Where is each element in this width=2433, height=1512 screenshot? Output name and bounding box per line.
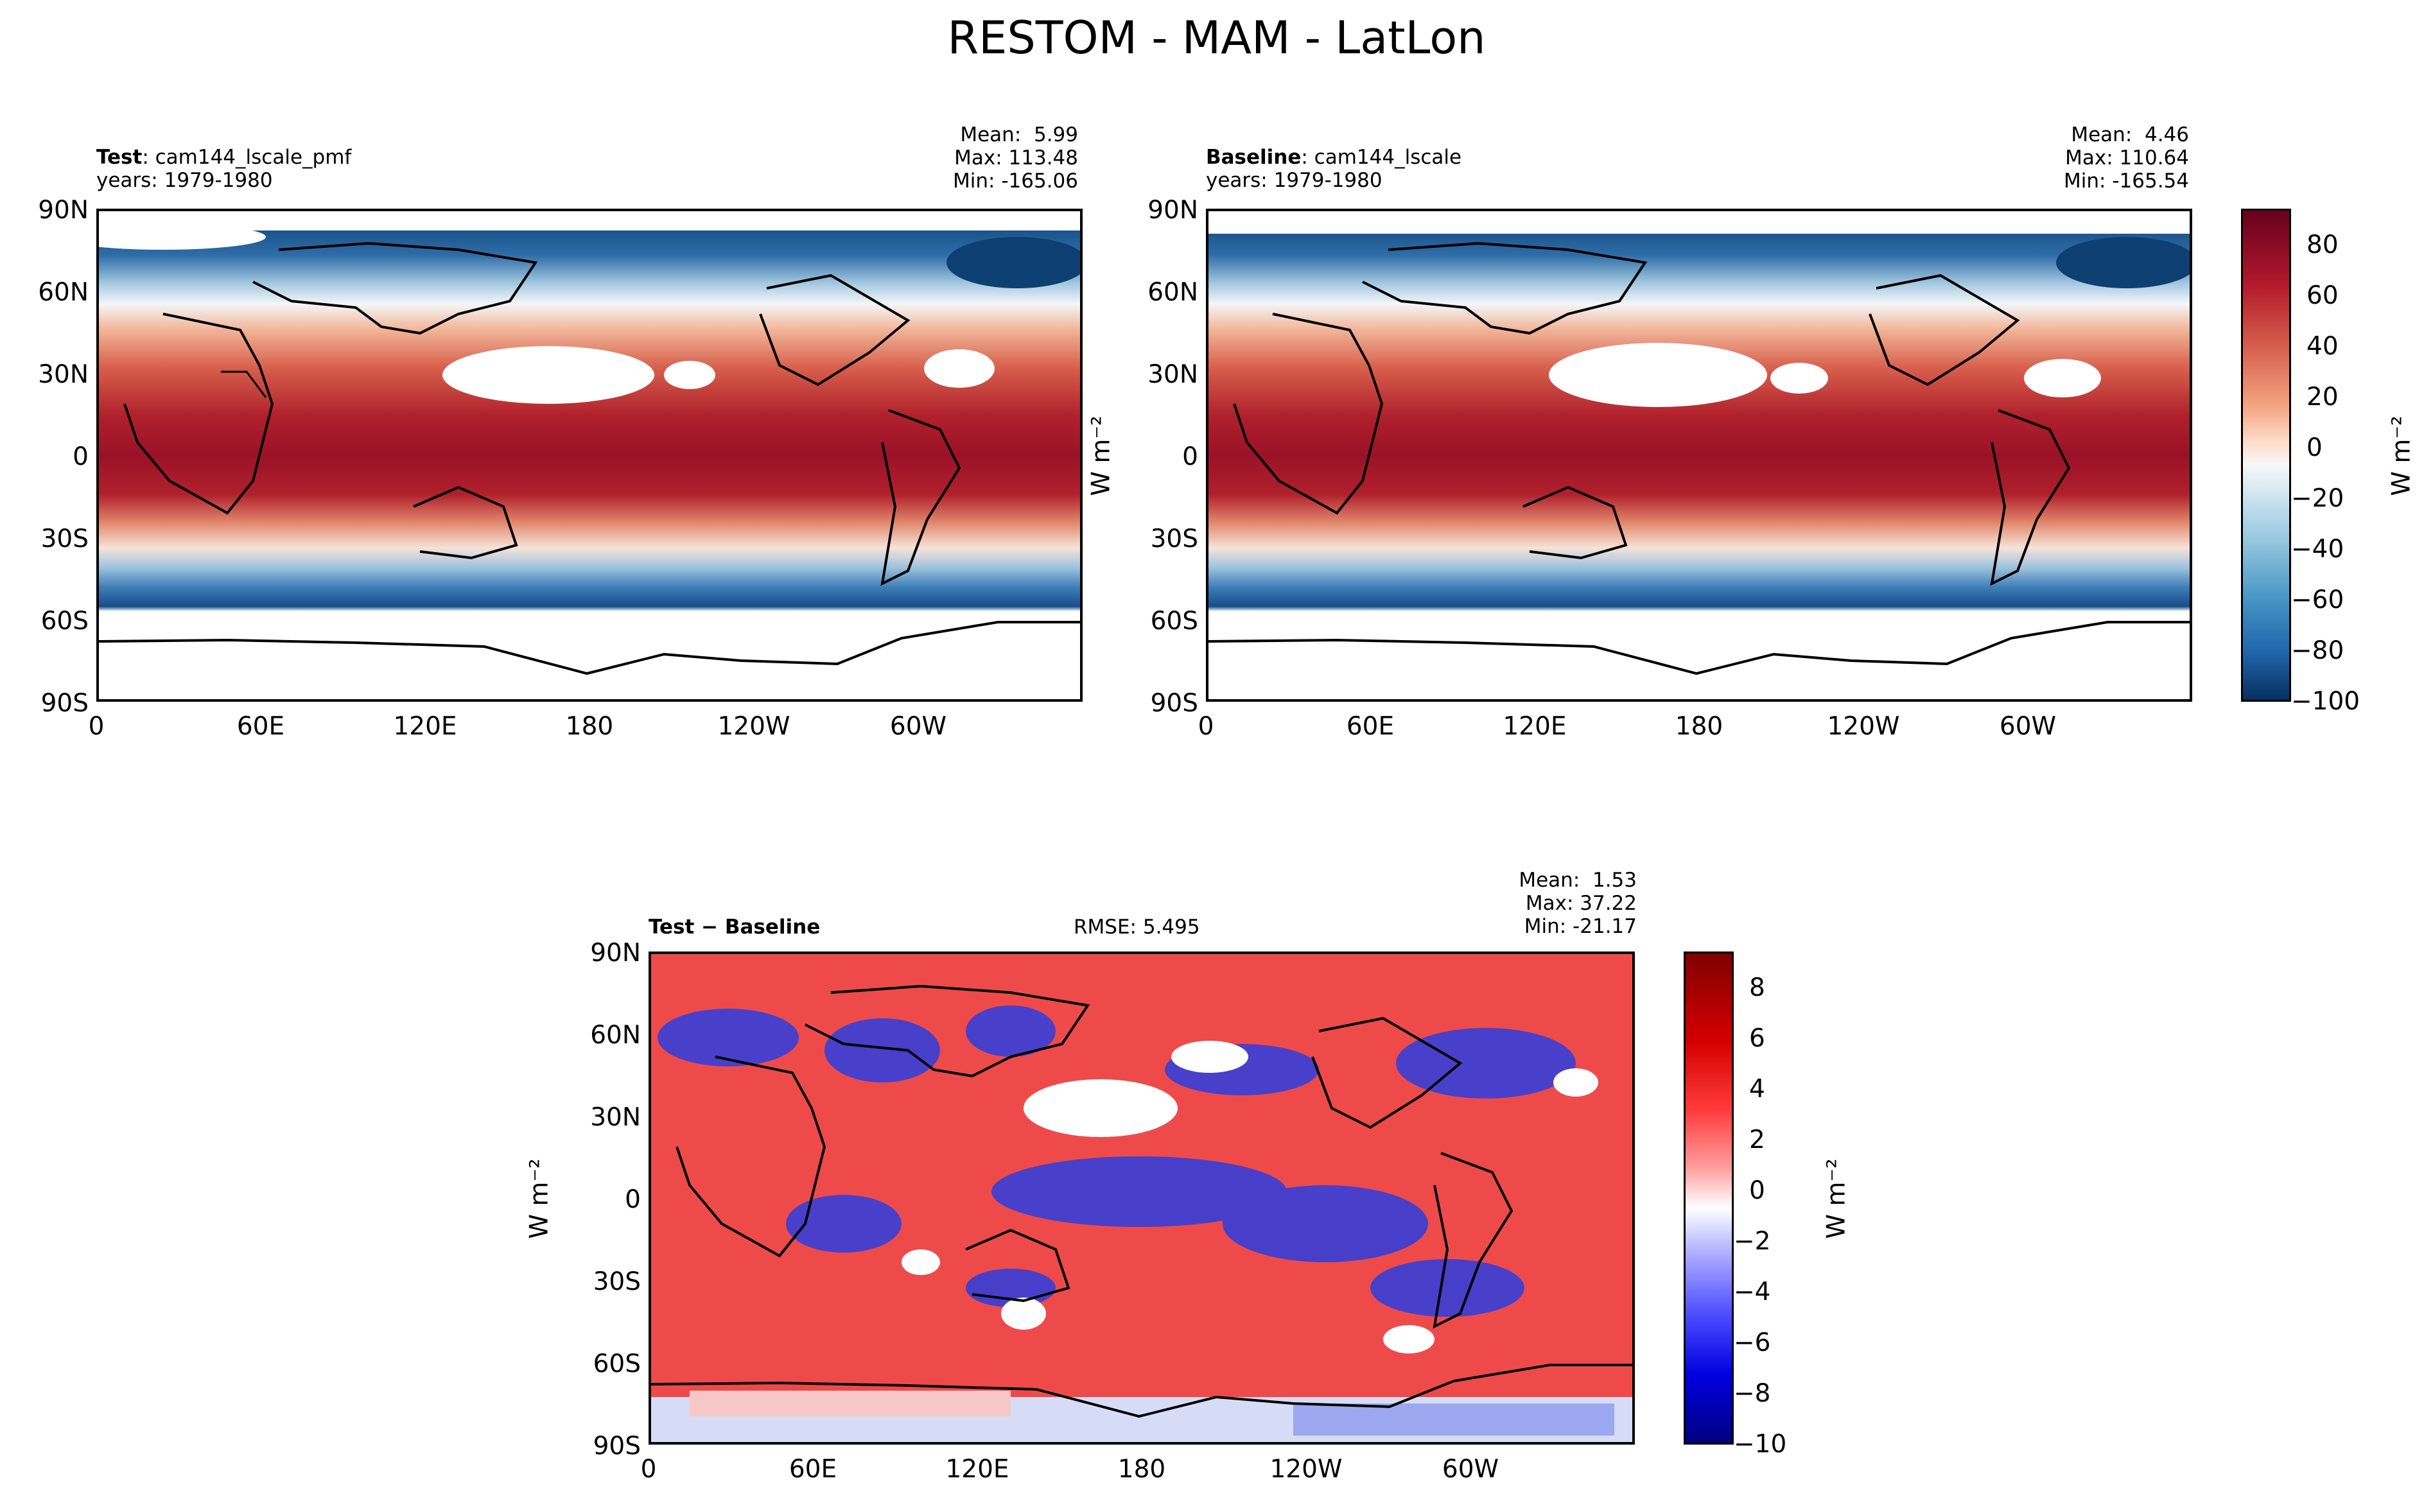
baseline-min: Min: -165.54 xyxy=(2064,169,2189,193)
test-xtick: 180 xyxy=(565,712,614,741)
diff-xtick: 120E xyxy=(945,1455,1009,1484)
baseline-xtick: 60W xyxy=(1999,712,2057,741)
cbar2-tick: 2 xyxy=(1749,1125,1765,1154)
colorbar-abs xyxy=(2241,209,2291,702)
baseline-map-svg xyxy=(1208,211,2190,699)
cbar1-tick: −20 xyxy=(2291,484,2344,513)
cbar2-tick: −10 xyxy=(1734,1430,1787,1459)
cbar1-unit: W m⁻² xyxy=(2387,415,2416,496)
diff-map xyxy=(649,952,1635,1445)
test-ytick: 90N xyxy=(38,196,89,225)
cbar2-tick: −6 xyxy=(1734,1328,1771,1357)
test-stats: Mean: 5.99 Max: 113.48 Min: -165.06 xyxy=(953,123,1078,193)
test-xtick: 120E xyxy=(393,712,457,741)
cbar2-tick: 4 xyxy=(1749,1075,1765,1104)
cbar2-tick: 8 xyxy=(1749,973,1765,1002)
test-ytick: 30N xyxy=(38,360,89,389)
baseline-ytick: 90N xyxy=(1147,196,1198,225)
test-min: Min: -165.06 xyxy=(953,169,1078,193)
baseline-ytick: 60N xyxy=(1147,278,1198,307)
baseline-xtick: 120W xyxy=(1827,712,1900,741)
test-xtick: 60W xyxy=(889,712,947,741)
test-ytick: 60N xyxy=(38,278,89,307)
diff-stats: Mean: 1.53 Max: 37.22 Min: -21.17 xyxy=(1519,869,1637,938)
baseline-map xyxy=(1206,209,2192,702)
test-map xyxy=(96,209,1083,702)
cbar2-tick: −8 xyxy=(1734,1379,1771,1408)
diff-ytick: 90N xyxy=(590,939,641,968)
diff-xtick: 60E xyxy=(789,1455,837,1484)
test-xtick: 120W xyxy=(717,712,790,741)
diff-ytick: 30N xyxy=(590,1103,641,1132)
test-ytick: 30S xyxy=(40,525,89,553)
baseline-label: Baseline: cam144_lscale xyxy=(1206,146,1462,169)
baseline-ytick: 90S xyxy=(1150,689,1198,718)
test-map-svg xyxy=(99,211,1080,699)
diff-map-svg xyxy=(651,954,1632,1442)
cbar2-tick: 6 xyxy=(1749,1024,1765,1053)
cbar1-tick: 60 xyxy=(2307,281,2339,310)
diff-xtick: 180 xyxy=(1117,1455,1166,1484)
baseline-xtick: 60E xyxy=(1346,712,1395,741)
diff-xtick: 60W xyxy=(1442,1455,1499,1484)
test-ytick: 0 xyxy=(73,442,89,471)
cbar2-tick: 0 xyxy=(1749,1176,1765,1205)
baseline-max: Max: 110.64 xyxy=(2065,146,2189,169)
baseline-ytick: 30S xyxy=(1150,525,1198,553)
figure-title: RESTOM - MAM - LatLon xyxy=(947,12,1486,64)
diff-max: Max: 37.22 xyxy=(1525,892,1637,915)
test-ytick: 90S xyxy=(40,689,89,718)
cbar1-tick: −80 xyxy=(2291,636,2344,665)
baseline-xtick: 180 xyxy=(1675,712,1723,741)
cbar1-tick: 0 xyxy=(2307,433,2323,462)
diff-mean: Mean: 1.53 xyxy=(1519,869,1637,892)
cbar1-tick: 80 xyxy=(2307,230,2339,259)
diff-ytick: 30S xyxy=(593,1267,641,1296)
diff-ytick: 60S xyxy=(593,1350,641,1378)
diff-ylabel: W m⁻² xyxy=(525,1158,554,1239)
diff-ytick: 60N xyxy=(590,1021,641,1050)
test-mean: Mean: 5.99 xyxy=(960,123,1078,146)
test-label: Test: cam144_lscale_pmf xyxy=(96,146,352,169)
test-xtick: 0 xyxy=(88,712,105,741)
diff-xtick: 0 xyxy=(640,1455,657,1484)
cbar2-unit: W m⁻² xyxy=(1822,1158,1851,1239)
baseline-ytick: 30N xyxy=(1147,360,1198,389)
colorbar-diff xyxy=(1684,952,1734,1445)
baseline-years: years: 1979-1980 xyxy=(1206,169,1382,192)
test-ytick: 60S xyxy=(40,607,89,636)
test-years: years: 1979-1980 xyxy=(96,169,273,192)
test-xtick: 60E xyxy=(236,712,285,741)
cbar2-tick: −4 xyxy=(1734,1278,1771,1307)
diff-rmse: RMSE: 5.495 xyxy=(1074,916,1200,939)
diff-ytick: 0 xyxy=(625,1185,641,1214)
baseline-mean: Mean: 4.46 xyxy=(2071,123,2189,146)
diff-ytick: 90S xyxy=(593,1432,641,1461)
test-max: Max: 113.48 xyxy=(954,146,1078,169)
diff-min: Min: -21.17 xyxy=(1524,915,1637,938)
cbar2-tick: −2 xyxy=(1734,1227,1771,1256)
diff-label: Test − Baseline xyxy=(649,916,821,939)
cbar1-tick: 20 xyxy=(2307,383,2339,412)
cbar1-tick: −60 xyxy=(2291,586,2344,614)
baseline-ytick: 60S xyxy=(1150,607,1198,636)
baseline-xtick: 0 xyxy=(1198,712,1214,741)
cbar1-tick: −100 xyxy=(2291,687,2360,716)
cbar1-tick: 40 xyxy=(2307,332,2339,361)
baseline-ytick: 0 xyxy=(1182,442,1198,471)
cbar1-tick: −40 xyxy=(2291,535,2344,564)
baseline-xtick: 120E xyxy=(1503,712,1567,741)
diff-xtick: 120W xyxy=(1269,1455,1343,1484)
baseline-stats: Mean: 4.46 Max: 110.64 Min: -165.54 xyxy=(2064,123,2189,193)
test-ylabel: W m⁻² xyxy=(1086,415,1116,496)
